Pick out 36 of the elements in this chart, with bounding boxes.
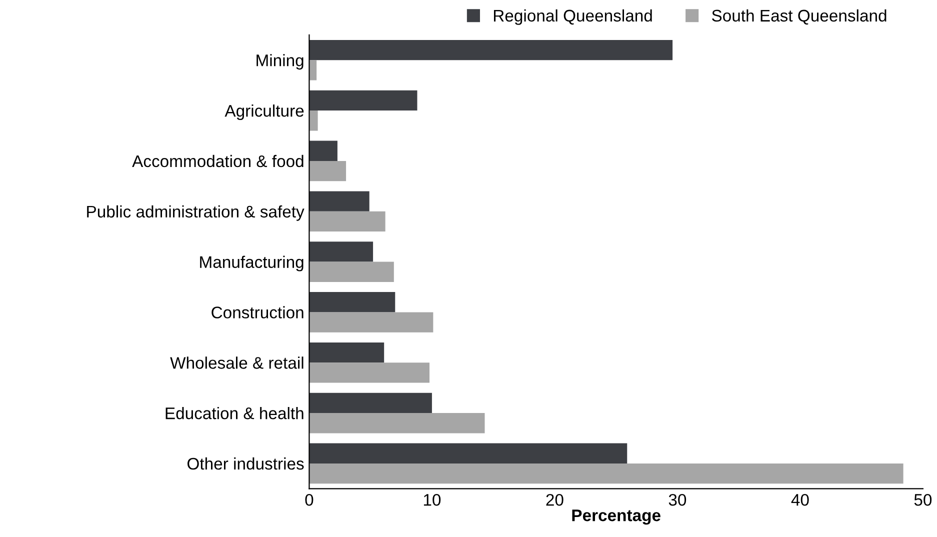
- y-tick-label: Accommodation & food: [132, 154, 304, 168]
- legend-label: Regional Queensland: [494, 9, 652, 25]
- bar: [309, 362, 430, 383]
- x-tick-label: 30: [668, 494, 686, 506]
- y-tick-label: Agriculture: [224, 104, 304, 120]
- bar: [309, 413, 485, 434]
- bar: [309, 90, 418, 111]
- bar: [309, 40, 673, 60]
- y-tick-label: Education & health: [166, 407, 304, 420]
- bar: [309, 242, 374, 262]
- x-tick-label: 0: [305, 494, 314, 506]
- bar: [309, 463, 904, 484]
- x-tick-label: 10: [424, 494, 441, 506]
- bar: [309, 211, 386, 232]
- bar: [309, 262, 394, 282]
- bar: [309, 392, 432, 414]
- y-tick-label: Other industries: [188, 457, 304, 470]
- bar: [309, 60, 317, 80]
- bar: [309, 312, 434, 332]
- y-tick-label: Construction: [212, 306, 304, 318]
- x-axis-title: Percentage: [572, 510, 660, 525]
- legend-label: South East Queensland: [712, 9, 886, 25]
- bar: [309, 140, 338, 161]
- bar: [309, 443, 628, 464]
- bar: [309, 110, 318, 131]
- bar: [309, 292, 396, 312]
- y-tick-label: Wholesale & retail: [170, 356, 304, 369]
- x-tick-label: 50: [914, 494, 932, 506]
- x-tick-label: 40: [791, 494, 809, 506]
- y-tick-label: Manufacturing: [200, 256, 304, 272]
- y-tick-label: Mining: [256, 54, 304, 70]
- bar: [309, 191, 370, 212]
- bar: [309, 160, 346, 182]
- bar: [309, 342, 384, 363]
- y-tick-label: Public administration & safety: [87, 205, 304, 221]
- x-tick-label: 20: [546, 494, 564, 506]
